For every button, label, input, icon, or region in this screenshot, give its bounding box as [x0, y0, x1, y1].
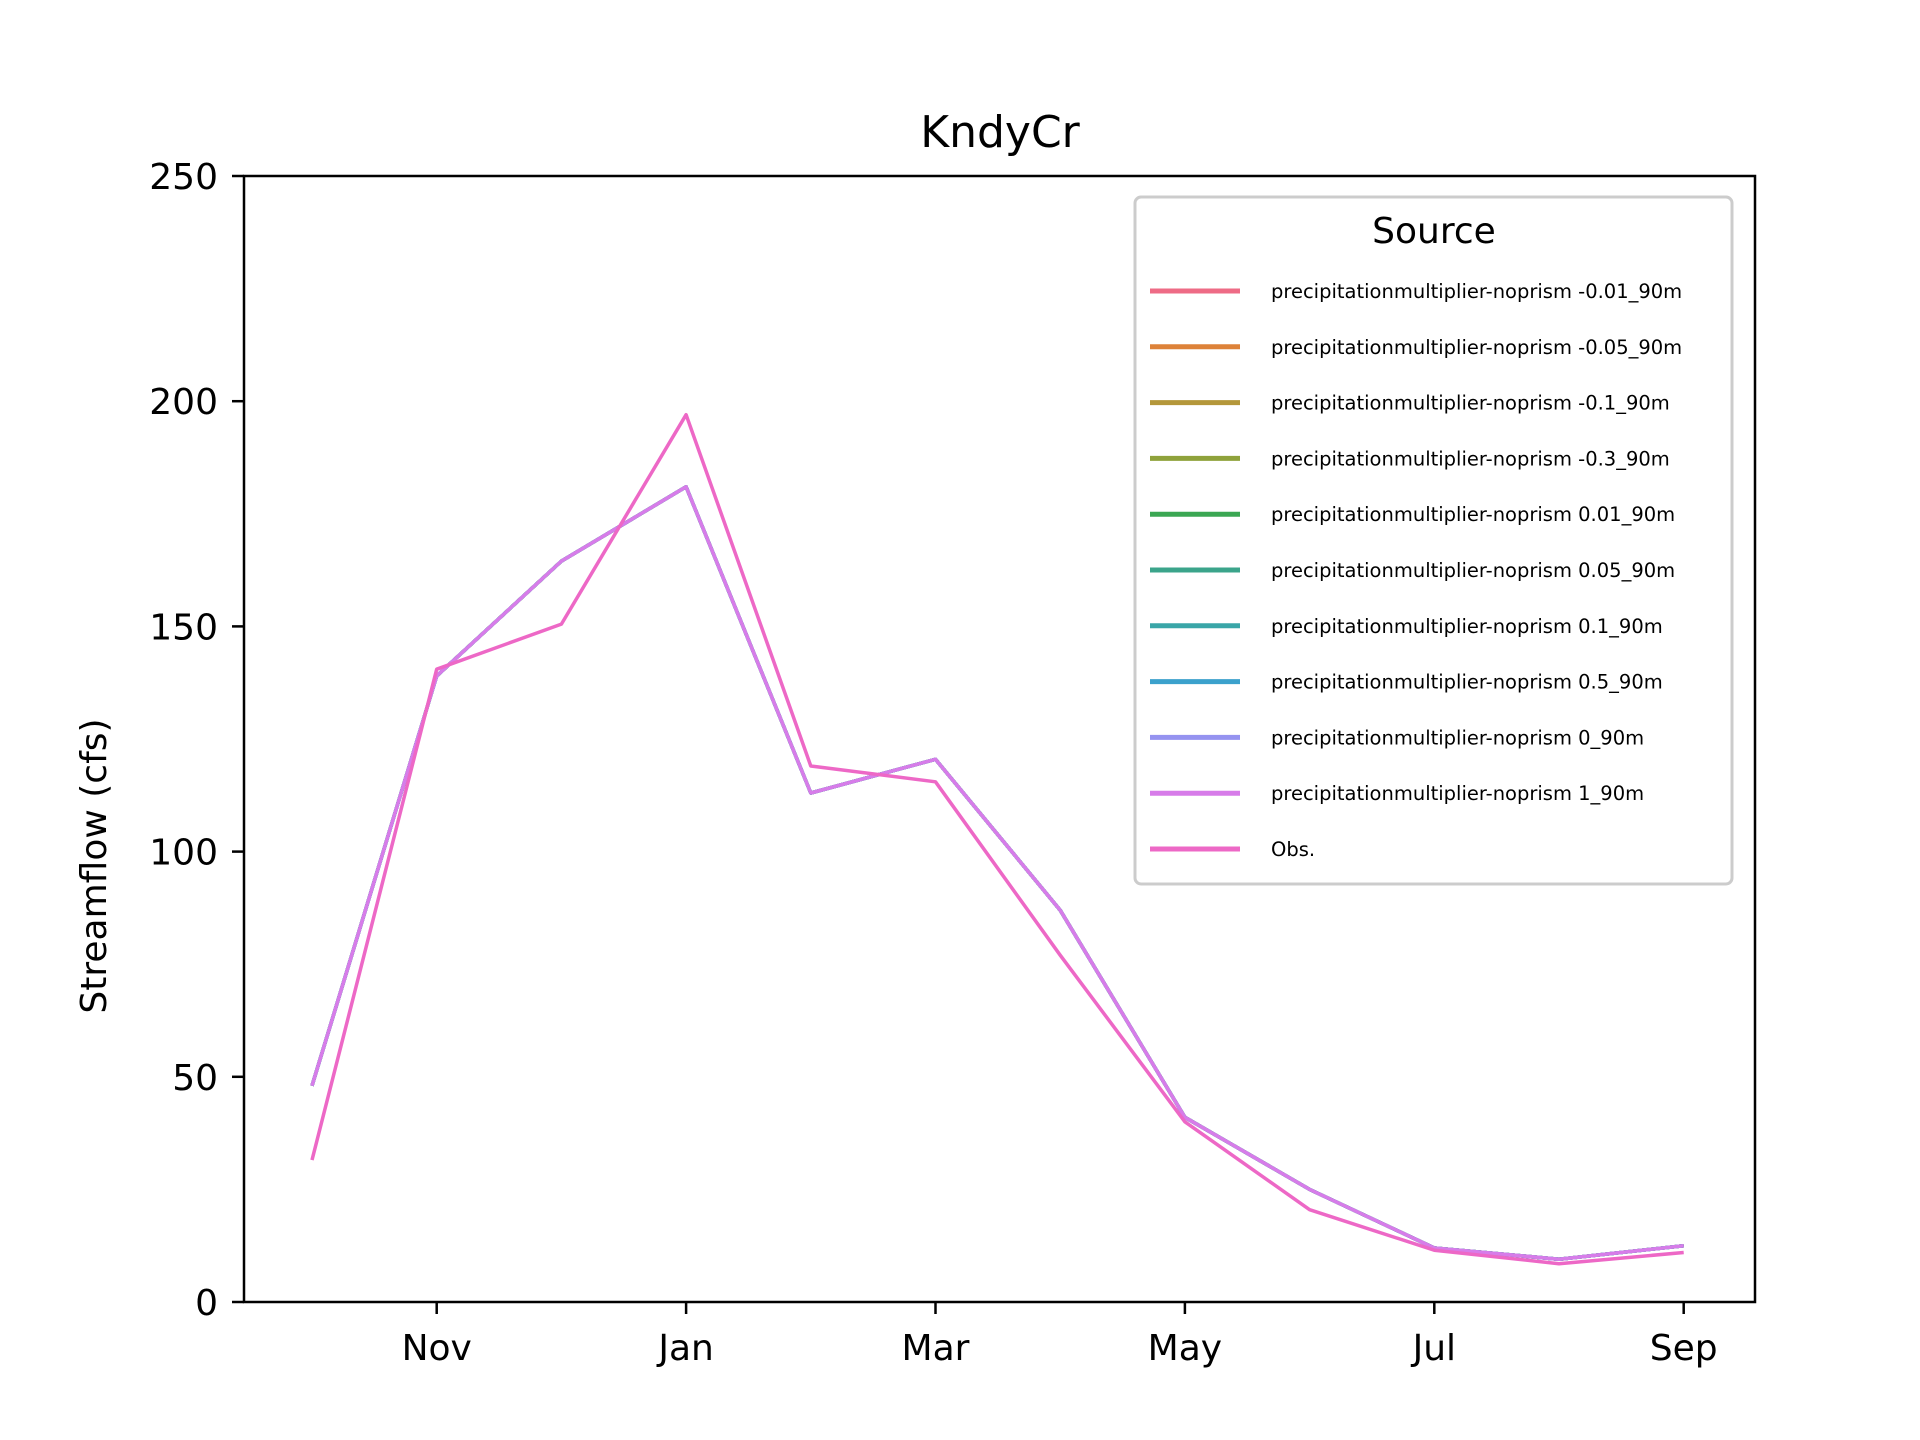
- legend: Source precipitationmultiplier-noprism -…: [1133, 195, 1734, 886]
- legend-label: precipitationmultiplier-noprism 0.05_90m: [1271, 559, 1675, 582]
- x-tick-label: Mar: [902, 1328, 970, 1369]
- y-tick-label: 250: [149, 157, 218, 198]
- legend-title: Source: [1372, 211, 1496, 252]
- x-tick-label: Sep: [1650, 1328, 1718, 1369]
- legend-label: precipitationmultiplier-noprism 0.5_90m: [1271, 671, 1663, 694]
- legend-label: precipitationmultiplier-noprism -0.3_90m: [1271, 447, 1670, 470]
- x-tick-label: Jul: [1411, 1328, 1456, 1369]
- legend-label: precipitationmultiplier-noprism 1_90m: [1271, 782, 1644, 805]
- legend-label: precipitationmultiplier-noprism -0.1_90m: [1271, 392, 1670, 415]
- legend-label: precipitationmultiplier-noprism 0.01_90m: [1271, 503, 1675, 526]
- legend-label: Obs.: [1271, 838, 1315, 861]
- legend-frame: [1133, 195, 1734, 886]
- x-axis-ticks: Nov Jan Mar May Jul Sep: [402, 1302, 1718, 1369]
- legend-entries: precipitationmultiplier-noprism -0.01_90…: [1150, 280, 1682, 861]
- chart-title: KndyCr: [920, 107, 1080, 158]
- y-tick-label: 50: [172, 1058, 218, 1099]
- x-tick-label: Nov: [402, 1328, 472, 1369]
- plot-frame: [242, 174, 1757, 1304]
- plot-lines: [310, 412, 1684, 1266]
- y-axis-label: Streamflow (cfs): [74, 718, 115, 1013]
- legend-label: precipitationmultiplier-noprism -0.01_90…: [1271, 280, 1682, 303]
- y-axis-ticks: 0 50 100 150 200 250: [149, 157, 244, 1324]
- y-tick-label: 150: [149, 607, 218, 648]
- legend-label: precipitationmultiplier-noprism 0_90m: [1271, 726, 1644, 749]
- x-tick-label: May: [1148, 1328, 1222, 1369]
- y-tick-label: 100: [149, 833, 218, 874]
- legend-label: precipitationmultiplier-noprism 0.1_90m: [1271, 615, 1663, 638]
- x-tick-label: Jan: [656, 1328, 714, 1369]
- y-tick-label: 200: [149, 382, 218, 423]
- legend-label: precipitationmultiplier-noprism -0.05_90…: [1271, 336, 1682, 359]
- series-line-10: [310, 412, 1684, 1266]
- series-line-9: [310, 485, 1684, 1261]
- y-tick-label: 0: [195, 1283, 218, 1324]
